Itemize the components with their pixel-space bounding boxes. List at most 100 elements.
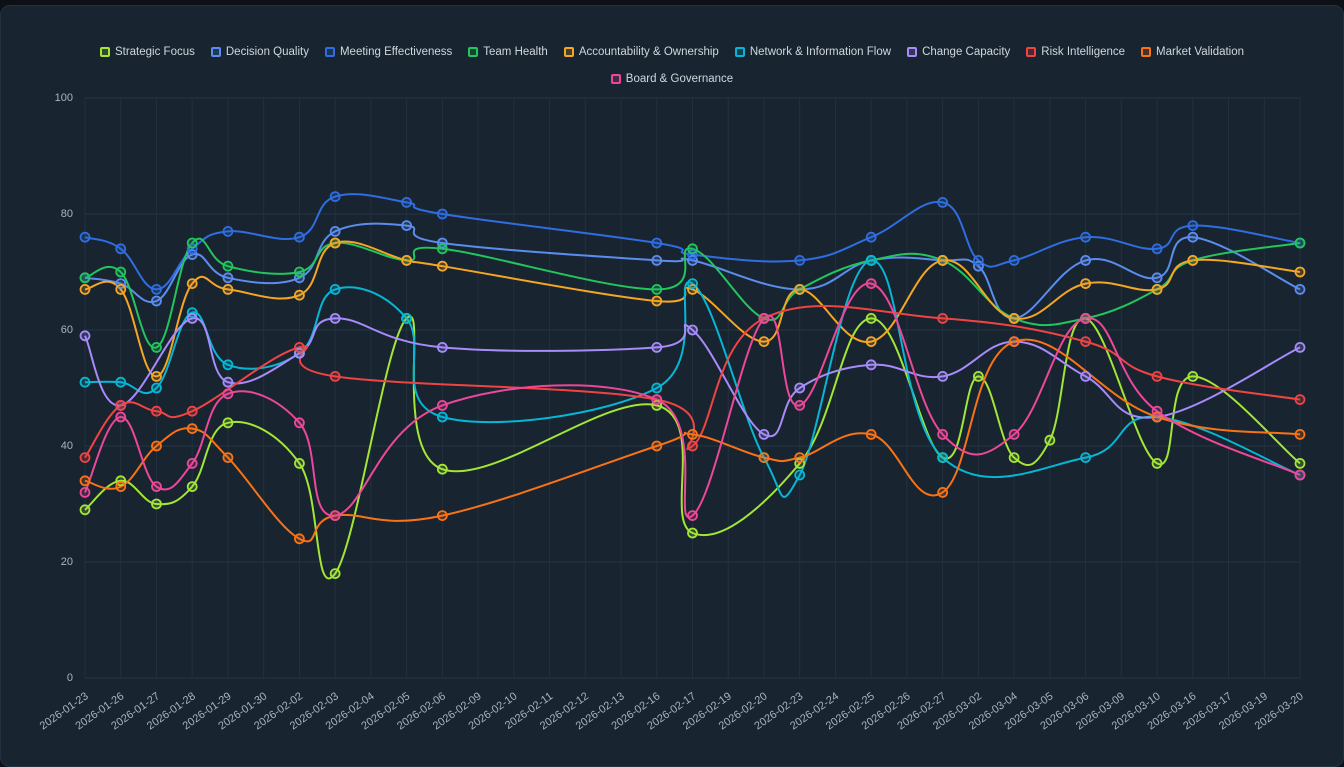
series-line	[84, 282, 1301, 519]
data-point	[687, 278, 698, 290]
data-point	[865, 428, 877, 440]
data-point	[79, 504, 91, 516]
y-tick-label: 40	[61, 440, 73, 452]
data-point	[401, 220, 413, 232]
data-point	[1294, 266, 1306, 278]
series-line	[84, 193, 1301, 291]
data-point	[186, 405, 198, 417]
data-point	[115, 399, 127, 411]
data-point	[115, 376, 127, 388]
data-point	[294, 266, 305, 278]
data-point	[151, 498, 162, 510]
data-point	[1008, 452, 1020, 464]
legend-item[interactable]: Strategic Focus	[99, 44, 195, 60]
data-point	[151, 382, 162, 394]
data-point	[758, 428, 770, 440]
legend-swatch	[563, 47, 574, 57]
data-point	[1294, 237, 1306, 249]
data-point	[1080, 336, 1091, 348]
legend-swatch	[1026, 47, 1037, 57]
data-point	[1187, 231, 1199, 243]
data-point	[79, 272, 91, 284]
data-point	[79, 486, 91, 498]
data-point	[1080, 452, 1091, 464]
legend-item[interactable]: Meeting Effectiveness	[324, 44, 452, 60]
legend-item[interactable]: Change Capacity	[907, 44, 1010, 60]
data-point	[1151, 272, 1163, 284]
series-line	[84, 317, 1301, 438]
y-tick-label: 20	[61, 556, 73, 568]
data-point	[972, 254, 984, 266]
data-point	[436, 510, 448, 521]
data-point	[151, 283, 162, 295]
legend-swatch	[210, 47, 221, 57]
data-point	[151, 295, 162, 307]
data-point	[937, 254, 949, 266]
data-point	[329, 568, 341, 579]
data-point	[329, 191, 341, 203]
legend-item[interactable]: Decision Quality	[210, 44, 309, 60]
data-point	[1151, 370, 1163, 382]
legend-label: Accountability & Ownership	[578, 46, 719, 58]
data-point	[222, 272, 234, 284]
data-point	[222, 376, 234, 388]
data-point	[294, 457, 305, 469]
data-point	[1151, 283, 1163, 295]
legend-swatch	[468, 47, 479, 57]
data-point	[937, 486, 949, 498]
legend-item[interactable]: Board & Governance	[610, 71, 734, 87]
data-point	[115, 266, 127, 278]
data-point	[794, 399, 806, 411]
legend-item[interactable]: Market Validation	[1141, 44, 1244, 60]
data-point	[651, 440, 663, 452]
legend-item[interactable]: Network & Information Flow	[734, 44, 891, 60]
data-point	[186, 312, 198, 324]
y-tick-label: 80	[61, 208, 73, 220]
y-tick-label: 0	[67, 672, 73, 684]
data-point	[937, 196, 949, 208]
data-point	[1187, 370, 1199, 382]
data-point	[79, 376, 91, 388]
data-point	[865, 231, 877, 243]
data-point	[651, 283, 663, 295]
data-point	[794, 469, 806, 481]
data-point	[79, 231, 91, 243]
data-point	[937, 428, 949, 440]
legend-label: Strategic Focus	[114, 46, 195, 58]
data-point	[436, 341, 448, 353]
data-point	[401, 312, 413, 324]
data-point	[115, 411, 127, 423]
data-point	[115, 481, 127, 493]
data-point	[186, 481, 198, 493]
data-point	[1080, 278, 1091, 290]
data-point	[1008, 428, 1020, 440]
data-point	[329, 283, 341, 295]
data-point	[401, 196, 413, 208]
data-point	[865, 359, 877, 371]
data-point	[794, 254, 806, 266]
legend-item[interactable]: Risk Intelligence	[1026, 44, 1125, 60]
data-point	[1187, 220, 1199, 232]
data-point	[436, 208, 448, 220]
data-point	[222, 359, 234, 371]
legend-label: Team Health	[483, 46, 548, 58]
series-line	[84, 304, 1301, 459]
legend-item[interactable]: Team Health	[468, 44, 548, 60]
legend-label: Change Capacity	[922, 46, 1011, 58]
data-point	[436, 399, 448, 411]
y-tick-label: 100	[55, 92, 73, 104]
data-point	[651, 382, 663, 394]
legend-swatch	[907, 47, 918, 57]
data-point	[1294, 283, 1306, 295]
data-point	[329, 510, 341, 521]
data-point	[115, 243, 127, 255]
legend-label: Board & Governance	[625, 73, 734, 85]
data-point	[865, 336, 877, 348]
data-point	[687, 324, 698, 336]
legend-item[interactable]: Accountability & Ownership	[563, 44, 719, 60]
data-point	[79, 283, 91, 295]
data-point	[294, 533, 305, 545]
data-point	[1294, 469, 1306, 481]
data-point	[1187, 254, 1199, 266]
